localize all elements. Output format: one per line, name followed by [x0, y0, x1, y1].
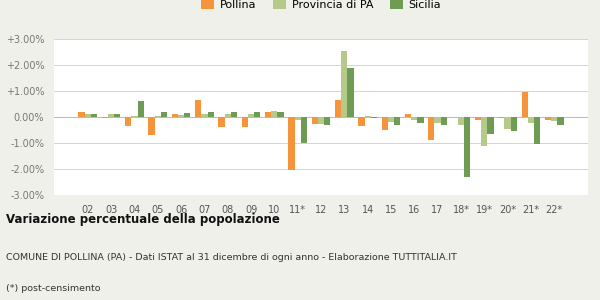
- Bar: [311, 117, 318, 124]
- Bar: [434, 117, 441, 123]
- Bar: [521, 92, 528, 117]
- Bar: [505, 117, 511, 130]
- Text: COMUNE DI POLLINA (PA) - Dati ISTAT al 31 dicembre di ogni anno - Elaborazione T: COMUNE DI POLLINA (PA) - Dati ISTAT al 3…: [6, 253, 457, 262]
- Bar: [224, 114, 231, 117]
- Bar: [277, 112, 284, 117]
- Text: (*) post-censimento: (*) post-censimento: [6, 284, 101, 293]
- Bar: [418, 117, 424, 123]
- Bar: [271, 110, 277, 117]
- Bar: [405, 114, 411, 117]
- Bar: [78, 112, 85, 117]
- Bar: [498, 117, 505, 118]
- Bar: [231, 112, 237, 117]
- Bar: [557, 117, 564, 125]
- Bar: [487, 117, 494, 134]
- Bar: [475, 117, 481, 120]
- Bar: [341, 51, 347, 117]
- Bar: [184, 113, 190, 117]
- Bar: [441, 117, 447, 125]
- Bar: [242, 117, 248, 128]
- Bar: [265, 112, 271, 117]
- Bar: [108, 114, 114, 117]
- Bar: [511, 117, 517, 131]
- Bar: [411, 117, 418, 120]
- Bar: [295, 117, 301, 120]
- Bar: [178, 116, 184, 117]
- Bar: [172, 114, 178, 117]
- Bar: [208, 112, 214, 117]
- Bar: [201, 114, 208, 117]
- Bar: [534, 117, 541, 144]
- Bar: [254, 112, 260, 117]
- Bar: [131, 116, 137, 117]
- Bar: [114, 114, 121, 117]
- Bar: [464, 117, 470, 177]
- Bar: [288, 117, 295, 170]
- Bar: [428, 117, 434, 140]
- Legend: Pollina, Provincia di PA, Sicilia: Pollina, Provincia di PA, Sicilia: [196, 0, 446, 14]
- Bar: [318, 117, 324, 124]
- Bar: [248, 114, 254, 117]
- Bar: [358, 117, 365, 126]
- Bar: [388, 117, 394, 122]
- Bar: [301, 117, 307, 143]
- Bar: [545, 117, 551, 120]
- Bar: [365, 116, 371, 117]
- Bar: [218, 117, 224, 128]
- Bar: [371, 117, 377, 118]
- Bar: [195, 100, 201, 117]
- Bar: [155, 116, 161, 117]
- Text: Variazione percentuale della popolazione: Variazione percentuale della popolazione: [6, 214, 280, 226]
- Bar: [85, 114, 91, 117]
- Bar: [394, 117, 400, 125]
- Bar: [137, 101, 144, 117]
- Bar: [528, 117, 534, 123]
- Bar: [335, 100, 341, 117]
- Bar: [91, 114, 97, 117]
- Bar: [347, 68, 354, 117]
- Bar: [125, 117, 131, 126]
- Bar: [148, 117, 155, 135]
- Bar: [101, 117, 108, 118]
- Bar: [481, 117, 487, 146]
- Bar: [382, 117, 388, 130]
- Bar: [324, 117, 331, 125]
- Bar: [458, 117, 464, 125]
- Bar: [161, 112, 167, 117]
- Bar: [551, 117, 557, 121]
